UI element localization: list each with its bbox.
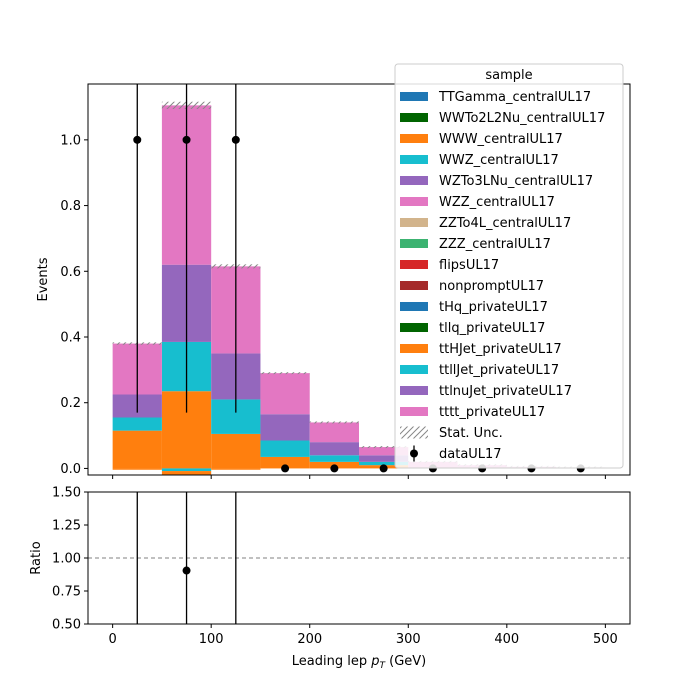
bar-WWW_centralUL17-bin-0 — [112, 430, 162, 469]
x-tick-label: 0 — [108, 632, 116, 647]
legend-title: sample — [485, 68, 532, 83]
bar-WWZ_centralUL17-bin-3 — [260, 440, 310, 457]
bar-WZZ_centralUL17-bin-5 — [359, 447, 409, 456]
legend-swatch-WZTo3LNu_centralUL17 — [400, 176, 428, 185]
legend-label: WZZ_centralUL17 — [439, 195, 555, 210]
legend-swatch-tHq_privateUL17 — [400, 302, 428, 311]
legend-swatch-ZZZ_centralUL17 — [400, 239, 428, 248]
legend-box — [394, 63, 624, 469]
main-y-axis-label: Events — [36, 257, 51, 301]
legend-label: ttlnuJet_privateUL17 — [439, 384, 572, 399]
data-point-1 — [182, 135, 191, 144]
bar-WWW_centralUL17-bin-3 — [260, 456, 310, 469]
ratio-plot-panel: 0.50 0.75 1.00 1.25 1.50 0 100 200 300 400 500 Ra… — [29, 486, 631, 671]
ratio-y-tick-label: 1.50 — [52, 486, 81, 501]
ratio-y-tick-label: 0.75 — [52, 585, 81, 600]
ratio-y-tick-label: 0.50 — [52, 618, 81, 633]
stat-unc-bin-5 — [359, 446, 409, 449]
data-point-3 — [281, 464, 290, 473]
legend-swatch-ttlnuJet_privateUL17 — [400, 386, 428, 395]
legend-label: WZTo3LNu_centralUL17 — [439, 174, 593, 189]
bar-WWW_centralUL17-bin-2 — [211, 433, 261, 469]
legend-swatch-WZZ_centralUL17 — [400, 197, 428, 206]
main-y-axis-ticks: 0.0 0.2 0.4 0.6 0.8 1.0 — [60, 133, 88, 477]
legend-swatch-WWW_centralUL17 — [400, 134, 428, 143]
data-point-2 — [231, 135, 240, 144]
x-tick-label: 100 — [199, 632, 224, 647]
legend-label: ZZZ_centralUL17 — [439, 237, 551, 252]
legend-label: nonpromptUL17 — [439, 279, 544, 294]
main-y-tick-label: 0.2 — [60, 396, 81, 411]
ratio-y-tick-label: 1.25 — [52, 519, 81, 534]
legend-swatch-stat-unc — [400, 426, 428, 439]
legend-label: WWZ_centralUL17 — [439, 153, 559, 168]
bar-WZTo3LNu_centralUL17-bin-4 — [309, 442, 359, 456]
x-tick-label: 400 — [494, 632, 519, 647]
legend-label: TTGamma_centralUL17 — [438, 90, 591, 105]
legend-swatch-tllq_privateUL17 — [400, 323, 428, 332]
negative-bar-1 — [161, 468, 212, 472]
bar-WZTo3LNu_centralUL17-bin-3 — [260, 414, 310, 441]
legend-swatch-ZZTo4L_centralUL17 — [400, 218, 428, 227]
legend-label: tttt_privateUL17 — [439, 405, 545, 420]
main-x-axis-ticks — [112, 475, 606, 479]
stat-unc-bin-3 — [260, 372, 310, 375]
legend-label: WWW_centralUL17 — [439, 132, 563, 147]
stat-unc-bin-4 — [309, 421, 359, 424]
negative-bar-2 — [161, 471, 212, 475]
ratio-point-0 — [182, 566, 191, 575]
ratio-y-tick-label: 1.00 — [52, 552, 81, 567]
legend-swatch-TTGamma_centralUL17 — [400, 92, 428, 101]
negative-bar-3 — [211, 468, 261, 470]
legend-swatch-nonpromptUL17 — [400, 281, 428, 290]
legend-swatch-tttt_privateUL17 — [400, 407, 428, 416]
main-y-tick-label: 1.0 — [60, 133, 81, 148]
legend-label: ttHJet_privateUL17 — [439, 342, 562, 357]
ratio-y-axis-ticks: 0.50 0.75 1.00 1.25 1.50 — [52, 486, 88, 633]
data-point-5 — [379, 464, 388, 473]
ratio-points — [136, 492, 237, 624]
legend-swatch-WWZ_centralUL17 — [400, 155, 428, 164]
main-y-tick-label: 0.6 — [60, 265, 81, 280]
bar-WZTo3LNu_centralUL17-bin-5 — [359, 455, 409, 462]
bar-WWZ_centralUL17-bin-4 — [309, 455, 359, 462]
main-y-tick-label: 0.0 — [60, 462, 81, 477]
x-tick-label: 300 — [396, 632, 421, 647]
main-y-tick-label: 0.8 — [60, 199, 81, 214]
legend-swatch-ttHJet_privateUL17 — [400, 344, 428, 353]
legend-label: tllq_privateUL17 — [439, 321, 545, 336]
legend-label: Stat. Unc. — [439, 426, 503, 441]
main-plot-frame — [87, 83, 631, 476]
data-point-4 — [330, 464, 339, 473]
legend-label: WWTo2L2Nu_centralUL17 — [439, 111, 605, 126]
main-y-tick-label: 0.4 — [60, 331, 81, 346]
ratio-plot-frame — [87, 491, 631, 625]
bar-WWZ_centralUL17-bin-5 — [359, 461, 409, 466]
x-tick-label: 500 — [593, 632, 618, 647]
legend-data-marker — [410, 449, 418, 458]
bar-WZZ_centralUL17-bin-4 — [309, 422, 359, 443]
legend-label: dataUL17 — [439, 447, 502, 462]
negative-bar-0 — [112, 468, 162, 470]
legend-label: ZZTo4L_centralUL17 — [439, 216, 571, 231]
ratio-y-axis-label: Ratio — [29, 541, 44, 574]
data-point-0 — [133, 135, 142, 144]
legend-swatch-ttllJet_privateUL17 — [400, 365, 428, 374]
x-axis-label: Leading lep pT (GeV) — [292, 654, 426, 671]
ratio-x-axis-ticks: 0 100 200 300 400 500 — [108, 624, 618, 647]
legend-label: flipsUL17 — [439, 258, 499, 273]
legend-swatch-flipsUL17 — [400, 260, 428, 269]
legend-label: ttllJet_privateUL17 — [439, 363, 559, 378]
legend-label: tHq_privateUL17 — [439, 300, 548, 315]
x-tick-label: 200 — [297, 632, 322, 647]
legend-swatch-WWTo2L2Nu_centralUL17 — [400, 113, 428, 122]
legend: sample TTGamma_centralUL17 WWTo2L2Nu_cent… — [394, 63, 624, 469]
bar-WWZ_centralUL17-bin-0 — [112, 417, 162, 431]
bar-WZZ_centralUL17-bin-3 — [260, 373, 310, 415]
